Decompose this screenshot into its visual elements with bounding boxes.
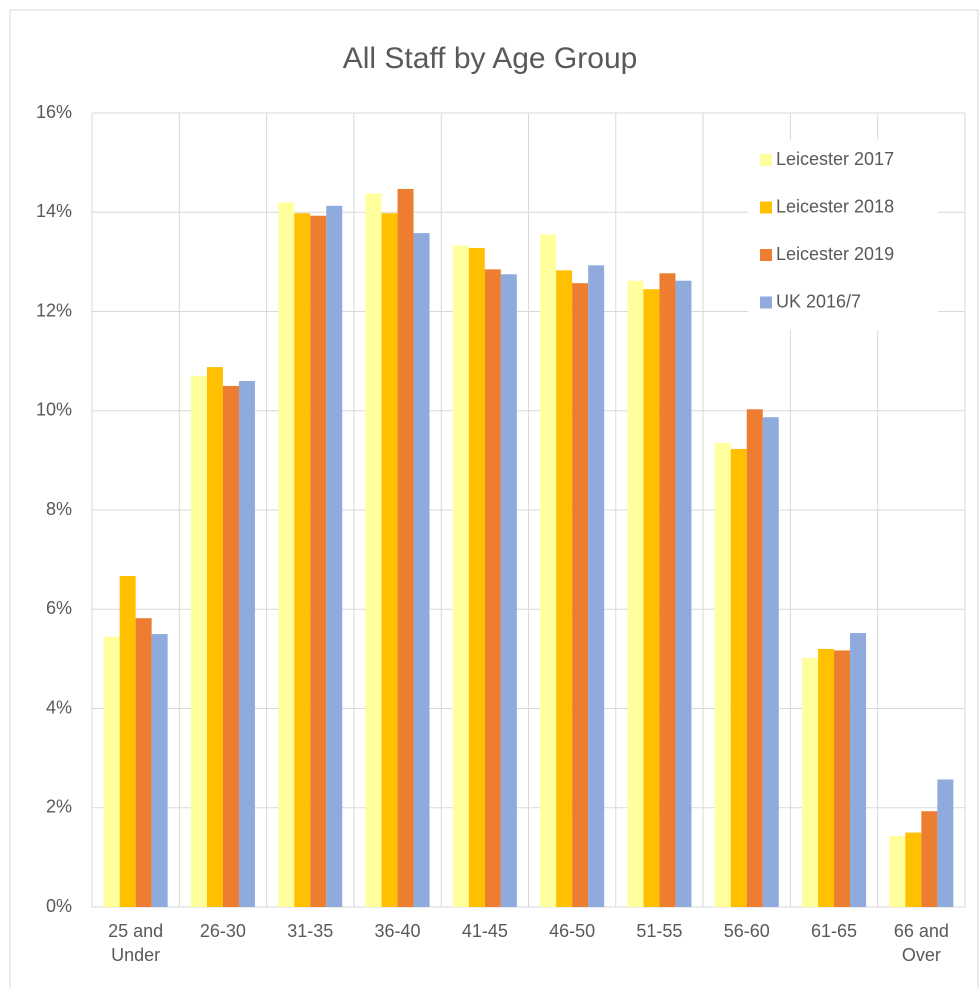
legend-box xyxy=(748,140,938,330)
legend-swatch xyxy=(760,201,772,214)
bar xyxy=(889,836,906,907)
x-tick-label: 25 and Under xyxy=(108,921,164,965)
bar xyxy=(135,618,152,907)
legend-swatch xyxy=(760,154,772,166)
bar xyxy=(905,832,922,907)
bar xyxy=(468,247,485,908)
bar xyxy=(206,367,223,908)
x-tick-label: 31-35 xyxy=(287,921,334,941)
bar xyxy=(937,779,954,907)
bar xyxy=(397,188,414,907)
x-tick-label: 56-60 xyxy=(723,921,770,941)
chart-title: All Staff by Age Group xyxy=(343,42,638,75)
bar xyxy=(103,636,120,907)
legend-label: UK 2016/7 xyxy=(776,291,861,311)
bar xyxy=(802,657,819,907)
bar xyxy=(452,245,469,907)
legend-label: Leicester 2017 xyxy=(776,149,894,169)
bar xyxy=(238,380,255,908)
bar xyxy=(381,213,398,907)
bar xyxy=(500,274,517,907)
bar xyxy=(326,205,343,907)
bar xyxy=(119,576,136,907)
x-tick-label: 61-65 xyxy=(811,921,858,941)
y-tick-label: 8% xyxy=(46,499,72,519)
bar xyxy=(484,269,501,908)
y-tick-label: 0% xyxy=(46,896,72,916)
bar xyxy=(413,233,430,907)
x-tick-label: 46-50 xyxy=(549,921,596,941)
bar xyxy=(659,273,676,907)
bar xyxy=(222,385,239,907)
y-tick-label: 14% xyxy=(36,201,72,221)
bar xyxy=(643,289,660,907)
x-tick-label: 66 and Over xyxy=(893,921,949,965)
bar xyxy=(627,280,644,907)
bar xyxy=(714,443,731,907)
bar xyxy=(921,811,938,907)
bar xyxy=(834,650,851,907)
y-tick-label: 6% xyxy=(46,598,72,618)
x-tick-label: 51-55 xyxy=(636,921,683,941)
bar xyxy=(294,213,311,907)
y-tick-label: 16% xyxy=(36,102,72,122)
bar xyxy=(556,270,573,907)
bar xyxy=(730,448,747,907)
bar xyxy=(365,193,382,907)
x-tick-label: 36-40 xyxy=(374,921,421,941)
legend-label: Leicester 2018 xyxy=(776,196,894,216)
bar xyxy=(278,202,295,907)
bar xyxy=(151,634,168,907)
legend-swatch xyxy=(760,296,772,309)
legend-label: Leicester 2019 xyxy=(776,244,894,264)
y-tick-label: 4% xyxy=(46,697,72,717)
bar xyxy=(818,648,835,907)
y-tick-label: 10% xyxy=(36,400,72,420)
y-tick-label: 12% xyxy=(36,300,72,320)
bar xyxy=(850,633,867,907)
legend-swatch xyxy=(760,249,772,261)
x-tick-label: 41-45 xyxy=(461,921,508,941)
bar xyxy=(588,265,605,907)
bar xyxy=(762,417,779,907)
bar xyxy=(190,376,207,907)
bar xyxy=(675,280,692,907)
bar xyxy=(572,283,589,907)
bar xyxy=(310,215,327,907)
x-tick-label: 26-30 xyxy=(199,921,246,941)
y-tick-label: 2% xyxy=(46,797,72,817)
bar xyxy=(540,234,557,908)
bar xyxy=(746,409,763,907)
